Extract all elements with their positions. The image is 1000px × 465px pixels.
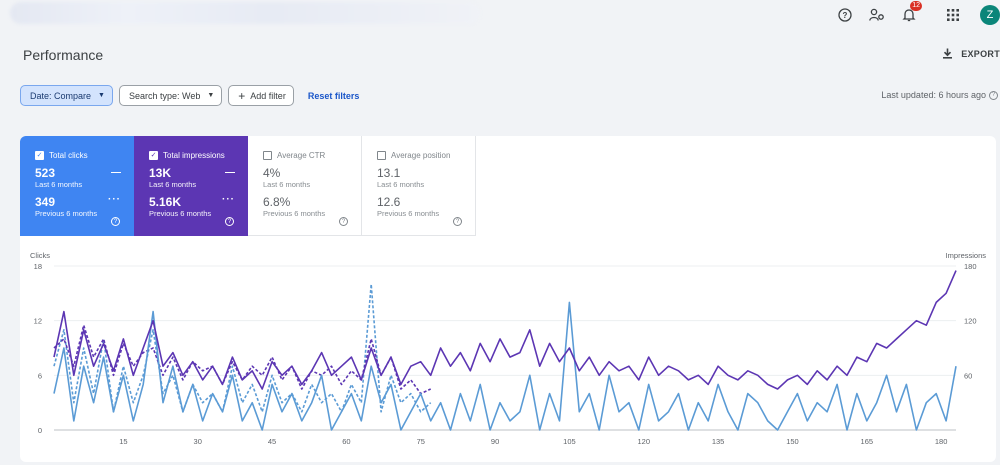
- metric-label: Average CTR: [277, 151, 326, 160]
- help-icon[interactable]: ?: [339, 217, 348, 226]
- reset-filters-link[interactable]: Reset filters: [307, 90, 360, 101]
- performance-card: ✓ Total clicks 523 Last 6 months 349 Prev…: [20, 136, 996, 462]
- metric-label: Total clicks: [49, 151, 88, 160]
- metric-value: 523: [35, 166, 56, 180]
- redacted-property-selector[interactable]: [10, 2, 480, 24]
- x-tick-label: 45: [268, 437, 276, 446]
- metric-value: 13.1: [377, 166, 401, 180]
- manage-users-icon[interactable]: [866, 4, 888, 26]
- metric-prev-value: 6.8%: [263, 195, 291, 209]
- metric-average-position[interactable]: Average position 13.1 Last 6 months 12.6…: [362, 136, 476, 236]
- series-line-clicks: [53, 301, 957, 431]
- metric-total-impressions[interactable]: ✓ Total impressions 13K Last 6 months 5.1…: [134, 136, 248, 236]
- chevron-down-icon: ▼: [98, 92, 105, 99]
- chevron-down-icon: ▼: [207, 92, 215, 99]
- export-label: EXPORT: [961, 48, 1000, 59]
- metric-value: 13K: [149, 166, 172, 180]
- apps-grid-icon[interactable]: [942, 4, 964, 26]
- export-button[interactable]: EXPORT: [942, 48, 1000, 59]
- metric-period: Last 6 months: [377, 180, 425, 189]
- notifications-icon[interactable]: 12: [898, 1, 922, 26]
- checkbox-unchecked-icon[interactable]: [263, 151, 272, 160]
- x-tick-label: 120: [638, 437, 651, 446]
- metric-prev-period: Previous 6 months: [263, 209, 326, 218]
- help-icon[interactable]: ?: [453, 217, 462, 226]
- search-type-label: Search type: Web: [128, 90, 201, 101]
- metric-average-ctr[interactable]: Average CTR 4% Last 6 months 6.8% Previo…: [248, 136, 362, 236]
- x-tick-label: 135: [712, 437, 725, 446]
- date-filter-label: Date: Compare: [30, 90, 92, 101]
- checkbox-checked-icon[interactable]: ✓: [35, 151, 44, 160]
- svg-text:?: ?: [843, 11, 848, 20]
- x-tick-label: 60: [342, 437, 350, 446]
- y-tick-label-right: 120: [964, 317, 977, 326]
- metric-period: Last 6 months: [263, 180, 311, 189]
- last-updated-text: Last updated: 6 hours ago: [881, 90, 986, 100]
- x-tick-label: 15: [119, 437, 127, 446]
- x-tick-label: 75: [417, 437, 425, 446]
- plus-icon: +: [238, 88, 246, 103]
- search-type-chip[interactable]: Search type: Web ▼: [118, 85, 223, 106]
- metric-prev-value: 349: [35, 195, 56, 209]
- y-axis-left-title: Clicks: [30, 251, 50, 260]
- series-line-impressions: [53, 270, 957, 390]
- series-line-impressions-prev: [53, 324, 432, 395]
- x-tick-label: 150: [786, 437, 799, 446]
- metric-tiles: ✓ Total clicks 523 Last 6 months 349 Prev…: [20, 136, 476, 236]
- metric-prev-value: 5.16K: [149, 195, 182, 209]
- help-icon[interactable]: ?: [989, 90, 998, 100]
- y-tick-label-left: 6: [38, 371, 42, 380]
- filter-bar: Date: Compare ▼ Search type: Web ▼ + Add…: [20, 85, 359, 106]
- x-tick-label: 180: [935, 437, 948, 446]
- solid-line-icon: —: [111, 167, 121, 178]
- metric-period: Last 6 months: [35, 180, 83, 189]
- solid-line-icon: —: [225, 167, 235, 178]
- download-icon: [943, 48, 953, 59]
- metric-value: 4%: [263, 166, 281, 180]
- x-tick-label: 30: [194, 437, 202, 446]
- checkbox-checked-icon[interactable]: ✓: [149, 151, 158, 160]
- metric-period: Last 6 months: [149, 180, 197, 189]
- dashed-line-icon: ···: [222, 194, 235, 205]
- y-tick-label-right: 180: [964, 262, 977, 271]
- metric-total-clicks[interactable]: ✓ Total clicks 523 Last 6 months 349 Prev…: [20, 136, 134, 236]
- top-bar: ? 12 Z: [0, 0, 1000, 30]
- metric-prev-period: Previous 6 months: [377, 209, 440, 218]
- y-tick-label-left: 12: [34, 317, 42, 326]
- performance-chart: Clicks Impressions 18 180 12 120 6 60 0 15 30 45 60 7…: [30, 251, 987, 446]
- help-icon[interactable]: ?: [225, 217, 234, 226]
- notification-badge: 12: [910, 1, 922, 11]
- dashed-line-icon: ···: [108, 194, 121, 205]
- y-tick-label-right: 60: [964, 371, 972, 380]
- top-icons: ? 12 Z: [824, 1, 1000, 26]
- metric-prev-period: Previous 6 months: [35, 209, 98, 218]
- add-filter-button[interactable]: + Add filter: [228, 85, 294, 106]
- avatar[interactable]: Z: [980, 5, 1000, 25]
- y-tick-label-left: 0: [38, 426, 42, 435]
- x-tick-label: 90: [491, 437, 499, 446]
- y-tick-label-left: 18: [34, 262, 42, 271]
- help-icon[interactable]: ?: [111, 217, 120, 226]
- page-title: Performance: [23, 47, 104, 63]
- metric-prev-period: Previous 6 months: [149, 209, 212, 218]
- add-filter-label: Add filter: [250, 90, 286, 101]
- x-tick-label: 165: [861, 437, 874, 446]
- metric-label: Total impressions: [163, 151, 225, 160]
- x-tick-label: 105: [563, 437, 576, 446]
- date-filter-chip[interactable]: Date: Compare ▼: [20, 85, 113, 106]
- y-axis-right-title: Impressions: [946, 251, 987, 260]
- checkbox-unchecked-icon[interactable]: [377, 151, 386, 160]
- metric-label: Average position: [391, 151, 451, 160]
- last-updated: Last updated: 6 hours ago ?: [881, 90, 998, 100]
- help-icon[interactable]: ?: [834, 4, 856, 26]
- metric-prev-value: 12.6: [377, 195, 401, 209]
